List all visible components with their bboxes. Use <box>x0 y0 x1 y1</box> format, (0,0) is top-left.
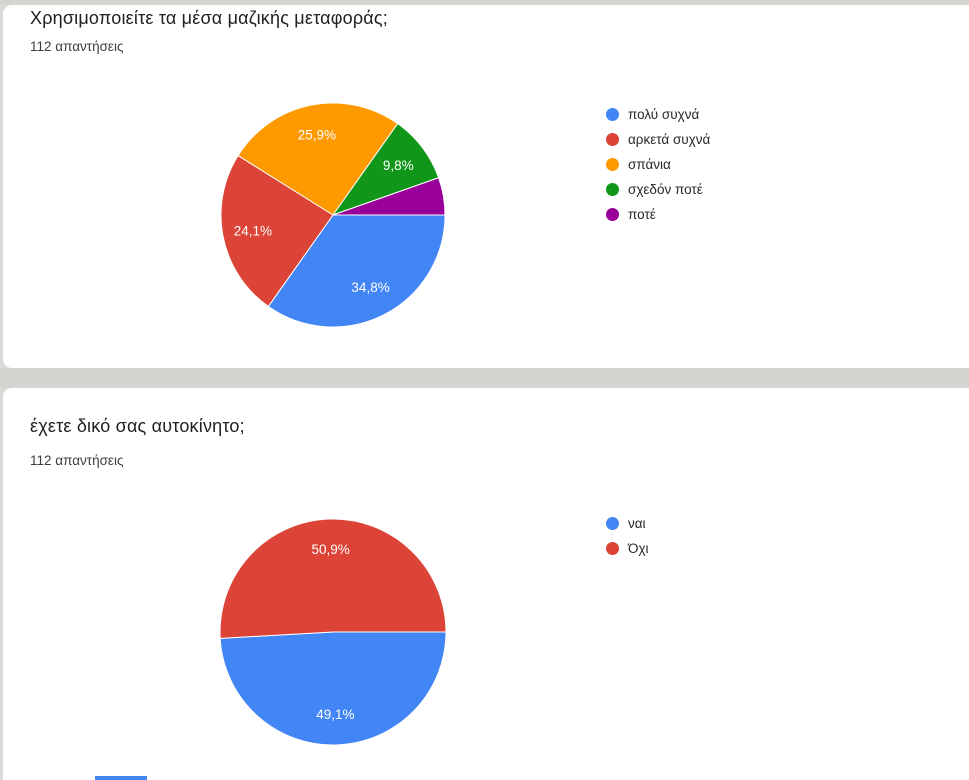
legend-label: ποτέ <box>628 207 656 222</box>
legend-label: ναι <box>628 516 646 531</box>
legend-item: σχεδόν ποτέ <box>606 177 710 202</box>
question-title: έχετε δικό σας αυτοκίνητο; <box>30 416 245 436</box>
legend-swatch-icon <box>606 158 619 171</box>
pie-slice-value-label: 34,8% <box>351 280 389 295</box>
legend-item: πολύ συχνά <box>606 102 710 127</box>
legend-label: σπάνια <box>628 157 671 172</box>
pie-slice-value-label: 24,1% <box>234 224 272 239</box>
legend-label: πολύ συχνά <box>628 107 700 122</box>
page-top-gutter <box>0 0 969 5</box>
legend-item: αρκετά συχνά <box>606 127 710 152</box>
card-gap <box>0 368 969 388</box>
question-card-transport: Χρησιμοποιείτε τα μέσα μαζικής μεταφοράς… <box>3 5 956 368</box>
pie-slice-value-label: 25,9% <box>298 127 336 142</box>
legend-label: αρκετά συχνά <box>628 132 711 147</box>
legend-swatch-icon <box>606 517 619 530</box>
response-count: 112 απαντήσεις <box>30 39 124 54</box>
legend-swatch-icon <box>606 133 619 146</box>
legend-item: ποτέ <box>606 202 710 227</box>
legend-label: σχεδόν ποτέ <box>628 182 703 197</box>
pie-slice-ναι <box>219 631 447 746</box>
legend-item: Όχι <box>606 536 649 561</box>
legend-item: ναι <box>606 511 649 536</box>
legend-item: σπάνια <box>606 152 710 177</box>
response-count: 112 απαντήσεις <box>30 453 124 468</box>
legend-swatch-icon <box>606 183 619 196</box>
legend-swatch-icon <box>606 208 619 221</box>
pie-slice-πολύ συχνά <box>267 214 446 328</box>
pie-slice-value-label: 9,8% <box>383 158 414 173</box>
pie-chart-own-car: 49,1% 50,9% <box>219 518 447 746</box>
bottom-edge-accent <box>95 776 147 780</box>
legend-label: Όχι <box>628 541 649 556</box>
legend-swatch-icon <box>606 108 619 121</box>
pie-slice-σπάνια <box>237 102 399 216</box>
question-title: Χρησιμοποιείτε τα μέσα μαζικής μεταφοράς… <box>30 8 388 28</box>
chart-legend: πολύ συχνά αρκετά συχνά σπάνια σχεδόν ποτέ π… <box>606 102 710 227</box>
chart-legend: ναι Όχι <box>606 511 649 561</box>
pie-chart-transport-usage: 34,8% 24,1% 25,9% 9,8% <box>220 102 446 328</box>
legend-swatch-icon <box>606 542 619 555</box>
pie-slice-αρκετά συχνά <box>220 154 334 308</box>
pie-slice-value-label: 50,9% <box>312 542 350 557</box>
pie-slice-value-label: 49,1% <box>316 707 354 722</box>
pie-slice-Όχι <box>219 518 447 639</box>
question-card-own-car: έχετε δικό σας αυτοκίνητο; 112 απαντήσει… <box>3 388 956 780</box>
pie-slice-ποτέ <box>332 177 446 216</box>
